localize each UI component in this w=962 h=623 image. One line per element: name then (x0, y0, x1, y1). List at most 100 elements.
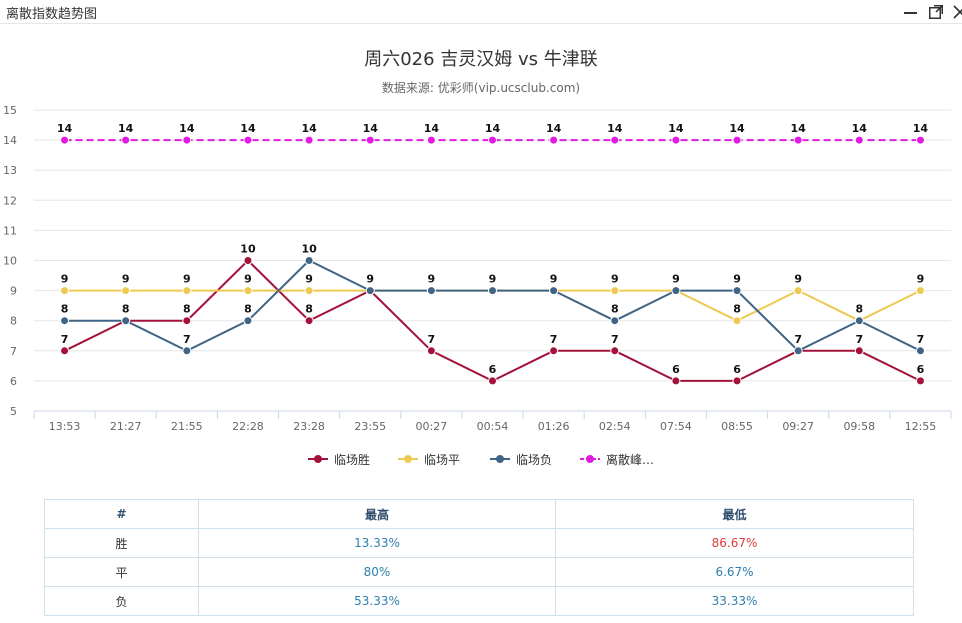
table-header: # (44, 499, 199, 529)
series-line (64, 289, 921, 322)
y-tick-label: 10 (3, 255, 17, 268)
y-tick-label: 5 (10, 405, 17, 418)
high-value: 13.33% (198, 528, 556, 558)
table-row: 胜 13.33% 86.67% (44, 528, 914, 558)
data-point (915, 346, 925, 356)
data-label: 14 (485, 122, 501, 135)
legend-swatch-icon (308, 455, 328, 463)
data-label: 9 (428, 273, 436, 286)
close-icon[interactable] (950, 2, 962, 22)
data-point (182, 316, 192, 326)
data-label: 14 (363, 122, 379, 135)
data-point (549, 135, 559, 145)
low-value: 6.67% (555, 557, 914, 587)
data-label: 9 (794, 273, 802, 286)
y-tick-label: 12 (3, 194, 17, 207)
data-label: 9 (550, 273, 558, 286)
data-label: 6 (917, 363, 925, 376)
data-point (243, 286, 253, 296)
data-point (365, 286, 375, 296)
low-value: 33.33% (555, 586, 914, 616)
data-label: 10 (301, 243, 317, 256)
data-point (732, 286, 742, 296)
data-label: 9 (672, 273, 680, 286)
y-tick-label: 15 (3, 104, 17, 117)
data-label: 14 (118, 122, 134, 135)
data-label: 8 (611, 303, 619, 316)
chart-subtitle: 数据来源: 优彩师(vip.ucsclub.com) (381, 81, 581, 95)
data-label: 14 (424, 122, 440, 135)
data-point (549, 286, 559, 296)
data-label: 14 (607, 122, 623, 135)
legend-swatch-icon (580, 455, 600, 463)
table-header-row: # 最高 最低 (44, 499, 914, 529)
data-label: 14 (179, 122, 195, 135)
x-tick-label: 02:54 (599, 420, 631, 433)
row-label: 胜 (44, 528, 199, 558)
data-point (915, 286, 925, 296)
data-label: 6 (672, 363, 680, 376)
data-label: 9 (733, 273, 741, 286)
x-tick-label: 09:58 (843, 420, 875, 433)
data-point (854, 346, 864, 356)
data-label: 7 (917, 333, 925, 346)
data-point (610, 346, 620, 356)
window-titlebar: 离散指数趋势图 (0, 0, 962, 24)
y-tick-label: 11 (3, 224, 17, 237)
legend-label: 离散峰… (606, 453, 655, 467)
x-tick-label: 13:53 (49, 420, 81, 433)
x-tick-label: 12:55 (905, 420, 937, 433)
data-point (793, 286, 803, 296)
data-point (243, 135, 253, 145)
data-point (60, 346, 70, 356)
data-point (60, 286, 70, 296)
y-tick-label: 14 (3, 134, 17, 147)
data-point (304, 286, 314, 296)
maximize-icon[interactable] (926, 2, 946, 22)
data-point (243, 256, 253, 265)
data-label: 8 (855, 303, 863, 316)
data-point (793, 135, 803, 145)
data-label: 8 (244, 303, 252, 316)
data-label: 14 (546, 122, 562, 135)
data-label: 8 (122, 303, 130, 316)
x-tick-label: 21:55 (171, 420, 203, 433)
data-point (671, 376, 681, 386)
data-point (915, 376, 925, 386)
data-point (854, 316, 864, 326)
data-point (793, 346, 803, 356)
data-point (854, 135, 864, 145)
y-tick-label: 9 (10, 285, 17, 298)
data-label: 10 (240, 243, 256, 256)
y-tick-label: 6 (10, 375, 17, 388)
data-point (182, 346, 192, 356)
data-label: 7 (794, 333, 802, 346)
x-tick-label: 00:54 (477, 420, 509, 433)
data-point (488, 376, 497, 386)
legend-label: 临场胜 (334, 453, 371, 467)
data-label: 9 (122, 273, 130, 286)
data-point (60, 316, 70, 326)
minimize-icon[interactable] (900, 2, 920, 22)
data-label: 9 (183, 273, 191, 286)
data-point (426, 135, 436, 145)
high-value: 80% (198, 557, 556, 587)
legend-label: 临场平 (424, 453, 461, 467)
data-label: 7 (855, 333, 863, 346)
legend-swatch-icon (490, 455, 510, 463)
x-tick-label: 01:26 (538, 420, 570, 433)
data-label: 14 (57, 122, 73, 135)
data-label: 14 (852, 122, 868, 135)
data-point (60, 135, 70, 145)
window-title: 离散指数趋势图 (6, 7, 98, 22)
data-point (488, 286, 497, 296)
data-label: 14 (668, 122, 684, 135)
data-point (121, 316, 131, 326)
data-point (182, 135, 192, 145)
data-label: 6 (489, 363, 497, 376)
high-value: 53.33% (198, 586, 556, 616)
data-point (365, 135, 375, 145)
data-label: 14 (240, 122, 256, 135)
data-label: 8 (183, 303, 191, 316)
data-point (182, 286, 192, 296)
